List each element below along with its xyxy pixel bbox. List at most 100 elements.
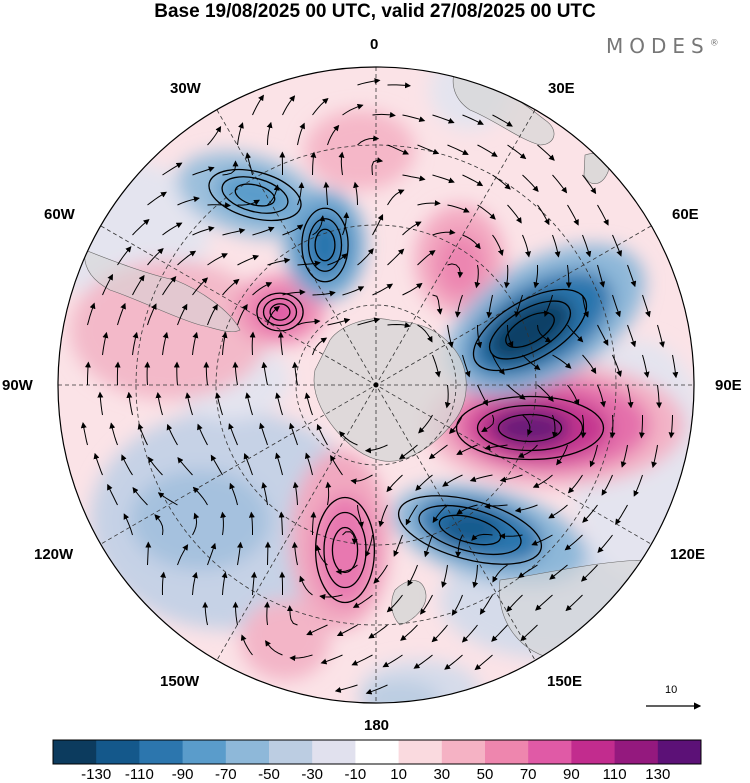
lon-label-90w: 90W — [2, 377, 33, 394]
wind-arrow — [252, 282, 273, 296]
wind-arrow — [386, 594, 403, 613]
wind-arrow — [456, 504, 478, 515]
circulation-contour — [234, 183, 276, 207]
wind-arrow — [277, 331, 284, 356]
wind-arrow — [274, 452, 283, 476]
wind-arrow — [537, 324, 552, 343]
wind-arrow — [132, 486, 148, 506]
wind-arrow — [117, 302, 126, 326]
wind-arrow — [444, 384, 451, 409]
lon-label-120e: 120E — [670, 546, 706, 563]
colorbar-tick-label: 70 — [519, 766, 537, 783]
wind-arrow — [532, 474, 553, 488]
wind-arrow — [252, 226, 275, 236]
wind-arrow — [642, 354, 650, 378]
wind-arrow — [642, 294, 651, 318]
wind-arrow — [415, 474, 433, 491]
wind-arrow — [132, 274, 145, 296]
wind-arrow — [492, 234, 504, 257]
circulation-contour — [472, 288, 588, 372]
wind-arrow — [432, 174, 455, 184]
circulation-contour — [505, 311, 555, 349]
wind-arrow — [444, 654, 463, 670]
wind-arrow — [312, 290, 336, 297]
wind-arrow — [469, 474, 493, 483]
circulation-contour — [438, 514, 502, 546]
wind-arrow — [207, 303, 218, 326]
lon-label-180: 180 — [364, 717, 390, 734]
wind-arrow — [432, 354, 441, 378]
wind-arrow — [504, 264, 510, 289]
colorbar — [52, 739, 702, 765]
colorbar-swatch — [269, 740, 313, 764]
wind-arrow — [265, 640, 283, 656]
brand-logo: MODES® — [606, 34, 719, 58]
wind-arrow — [84, 361, 91, 385]
wind-arrow — [387, 322, 411, 328]
wind-arrow — [372, 111, 396, 118]
wind-arrow — [477, 204, 496, 220]
wind-arrow — [192, 571, 198, 596]
colorbar-swatch — [441, 740, 486, 764]
wind-arrow — [491, 624, 508, 642]
wind-arrow — [240, 634, 253, 656]
circulation-contour — [323, 511, 367, 589]
wind-arrow — [387, 189, 405, 206]
colorbar-swatch — [614, 740, 659, 764]
wind-arrow — [549, 564, 568, 580]
wind-arrow — [132, 218, 150, 236]
wind-arrow — [162, 276, 177, 296]
circulation-contour — [497, 413, 563, 443]
colorbar-swatch — [182, 740, 227, 764]
wind-arrow — [462, 354, 471, 378]
wind-arrow — [580, 414, 587, 439]
wind-arrow — [481, 414, 495, 432]
wind-arrow — [499, 474, 523, 483]
wind-arrow — [432, 114, 455, 124]
wind-arrow — [87, 302, 96, 326]
wind-arrow — [147, 191, 167, 206]
wind-arrow — [417, 144, 440, 155]
wind-arrow — [387, 144, 410, 155]
map-border — [57, 66, 695, 704]
wind-arrow — [462, 174, 484, 187]
wind-arrow — [387, 248, 405, 266]
wind-arrow — [207, 253, 228, 266]
lon-label-30w: 30W — [170, 80, 201, 97]
map-disc — [58, 67, 694, 703]
wind-arrow — [197, 423, 208, 446]
wind-arrow — [237, 303, 248, 326]
wind-arrow — [312, 337, 328, 356]
wind-arrow — [177, 196, 200, 206]
wind-arrow — [492, 354, 505, 375]
wind-arrow — [633, 474, 643, 497]
wind-arrow — [304, 392, 313, 416]
wind-arrow — [454, 294, 463, 318]
wind-arrow — [447, 144, 469, 155]
wind-arrow — [657, 324, 665, 348]
wind-arrow — [342, 286, 365, 296]
colorbar-tick-label: -10 — [344, 766, 367, 783]
wind-arrow — [310, 511, 317, 535]
wind-arrow — [428, 444, 448, 460]
wind-arrow — [350, 474, 373, 485]
wind-arrow — [402, 282, 423, 296]
wind-arrow — [474, 654, 493, 671]
wind-arrow — [114, 361, 121, 386]
colorbar-tick-label: -70 — [214, 766, 237, 783]
wind-arrow — [264, 601, 271, 626]
wind-arrow — [237, 541, 244, 566]
colorbar-swatch — [312, 740, 356, 764]
wind-arrow — [342, 531, 358, 545]
wind-arrow — [117, 246, 132, 266]
wind-arrow — [177, 303, 188, 326]
wind-arrow — [447, 263, 464, 279]
wind-arrow — [567, 204, 579, 226]
wind-arrow — [192, 277, 209, 296]
wind-arrow — [297, 260, 321, 267]
wind-arrow — [123, 513, 133, 536]
circulation-contour — [269, 303, 291, 321]
wind-arrow — [601, 474, 613, 496]
colorbar-swatch — [571, 740, 616, 764]
wind-arrow — [507, 324, 514, 348]
